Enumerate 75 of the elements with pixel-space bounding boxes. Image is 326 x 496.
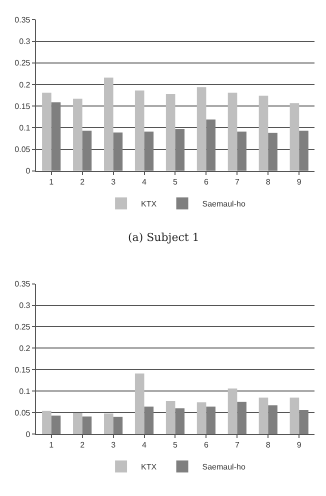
- y-tick-label: 0.35: [14, 280, 31, 289]
- x-tick-label: 7: [234, 178, 240, 187]
- bar: [113, 416, 123, 434]
- y-tick-label: 0.35: [14, 16, 31, 25]
- bar: [51, 416, 61, 434]
- bar: [175, 129, 185, 171]
- y-tick-label: 0.25: [14, 322, 31, 332]
- x-tick-label: 2: [80, 178, 86, 187]
- x-tick-label: 3: [111, 440, 116, 450]
- y-tick-label: 0.05: [14, 408, 31, 418]
- y-tick-label: 0: [26, 430, 31, 439]
- bar: [258, 398, 268, 434]
- bar: [51, 102, 61, 171]
- text: (a) Subject 1: [128, 231, 200, 244]
- x-tick-label: 7: [234, 440, 240, 450]
- x-tick-label: 9: [296, 440, 302, 450]
- x-tick-label: 6: [204, 178, 209, 187]
- bar: [175, 408, 185, 434]
- bar: [196, 87, 206, 171]
- bar: [82, 130, 92, 171]
- bar: [144, 132, 154, 171]
- x-tick-label: 5: [173, 440, 178, 450]
- y-tick-label: 0.05: [14, 145, 31, 154]
- bar: [258, 96, 268, 171]
- y-tick-label: 0.3: [19, 301, 31, 310]
- x-tick-label: 4: [142, 440, 148, 450]
- y-tick-label: 0.25: [14, 58, 31, 68]
- y-tick-label: 0.15: [14, 102, 31, 111]
- bar: [134, 90, 144, 171]
- bar: [42, 92, 52, 171]
- bar: [42, 410, 52, 434]
- bar: [166, 401, 176, 434]
- x-tick-label: 1: [49, 178, 54, 187]
- bar: [228, 388, 238, 434]
- bar: [206, 406, 216, 434]
- bar: [73, 98, 82, 171]
- bar: [290, 103, 300, 171]
- bar: [299, 410, 308, 434]
- legend-label: KTX: [141, 199, 158, 208]
- bar: [268, 405, 278, 434]
- y-tick-label: 0.2: [19, 344, 31, 354]
- y-tick-label: 0.1: [19, 124, 31, 133]
- x-tick-label: 6: [204, 440, 209, 450]
- bar: [237, 402, 246, 434]
- x-tick-label: 3: [111, 178, 116, 187]
- bar: [299, 130, 308, 171]
- bar: [237, 132, 246, 171]
- bar: [166, 94, 176, 171]
- bar: [144, 406, 154, 434]
- bar: [82, 416, 92, 434]
- bar: [104, 78, 114, 171]
- x-tick-label: 2: [80, 440, 86, 450]
- x-tick-label: 4: [142, 178, 148, 187]
- bar: [134, 374, 144, 434]
- bar: [196, 402, 206, 434]
- y-tick-label: 0.3: [19, 37, 31, 46]
- bar: [104, 413, 114, 434]
- y-tick-label: 0: [26, 166, 31, 176]
- bar: [73, 413, 82, 434]
- y-tick-label: 0.15: [14, 365, 31, 374]
- bar: [268, 132, 278, 171]
- y-tick-label: 0.1: [19, 386, 31, 396]
- x-tick-label: 8: [266, 178, 271, 187]
- x-tick-label: 1: [49, 440, 54, 450]
- legend-label: Saemaul-ho: [202, 199, 246, 208]
- y-tick-label: 0.2: [19, 80, 31, 90]
- bar: [206, 120, 216, 171]
- legend-label: Saemaul-ho: [202, 462, 246, 472]
- x-tick-label: 9: [296, 178, 302, 187]
- bar: [113, 132, 123, 171]
- x-tick-label: 5: [173, 178, 178, 187]
- x-tick-label: 8: [266, 440, 271, 450]
- legend-label: KTX: [141, 462, 158, 472]
- bar: [228, 92, 238, 171]
- bar: [290, 398, 300, 434]
